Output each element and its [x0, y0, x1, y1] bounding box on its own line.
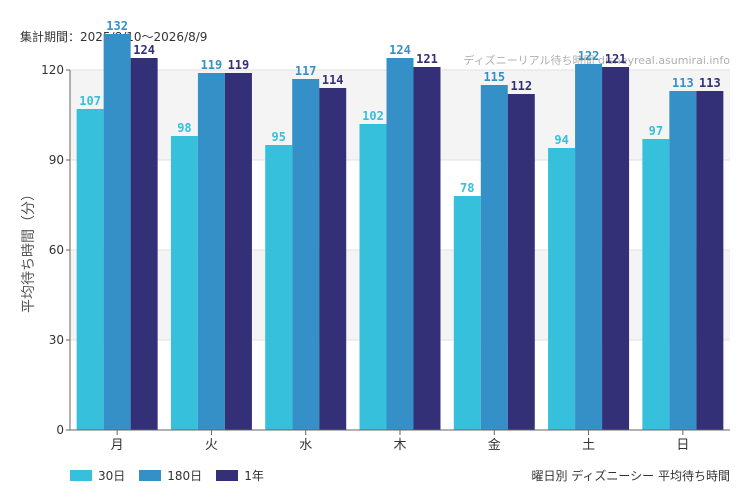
bar-value-label: 124 [133, 43, 155, 57]
bar-value-label: 119 [228, 58, 250, 72]
bar[interactable] [507, 94, 535, 430]
bar-value-label: 95 [271, 130, 285, 144]
legend: 30日 180日 1年 [70, 467, 264, 484]
y-tick-label: 120 [41, 63, 64, 77]
bar-value-label: 124 [389, 43, 411, 57]
bar[interactable] [130, 58, 158, 430]
x-tick-label: 火 [205, 438, 218, 453]
bar[interactable] [197, 73, 225, 430]
bar-value-label: 132 [106, 19, 128, 33]
legend-swatch [70, 470, 92, 481]
bar-series: 107 132 124 98 119 119 95 117 114 102 124 121 78 115 1… [76, 19, 724, 430]
legend-item-180d[interactable]: 180日 [139, 467, 202, 484]
bar[interactable] [696, 91, 724, 430]
bar[interactable] [480, 85, 508, 430]
y-axis-label: 平均待ち時間（分） [21, 187, 37, 313]
y-tick-label: 90 [49, 153, 64, 167]
bar[interactable] [669, 91, 697, 430]
x-tick-label: 金 [488, 437, 501, 453]
bar-value-label: 113 [699, 76, 721, 90]
chart-caption: 曜日別 ディズニーシー 平均待ち時間 [531, 469, 730, 483]
watermark: ディズニーリアル待ち時間 disneyreal.asumirai.info [463, 54, 730, 67]
bar-value-label: 122 [578, 49, 600, 63]
legend-item-1y[interactable]: 1年 [216, 467, 264, 484]
legend-swatch [216, 470, 239, 481]
bar[interactable] [642, 139, 670, 430]
bar-value-label: 114 [322, 73, 344, 87]
bar-value-label: 115 [483, 70, 505, 84]
bar-value-label: 113 [672, 76, 694, 90]
bar-value-label: 112 [510, 79, 532, 93]
bar[interactable] [575, 64, 603, 430]
bar[interactable] [265, 145, 293, 430]
bar-value-label: 119 [201, 58, 223, 72]
y-tick-label: 0 [56, 423, 64, 437]
legend-item-30d[interactable]: 30日 [70, 467, 125, 484]
bar-value-label: 98 [177, 121, 191, 135]
bar-value-label: 102 [362, 109, 384, 123]
legend-label: 180日 [167, 469, 203, 483]
x-tick-label: 土 [582, 438, 595, 453]
bar-value-label: 94 [554, 133, 568, 147]
bar[interactable] [292, 79, 320, 430]
bar[interactable] [224, 73, 252, 430]
bar[interactable] [548, 148, 576, 430]
bar-value-label: 117 [295, 64, 317, 78]
bar[interactable] [413, 67, 441, 430]
bar-value-label: 97 [649, 124, 663, 138]
bar[interactable] [103, 34, 131, 430]
x-tick-label: 水 [299, 438, 312, 453]
bar-value-label: 78 [460, 181, 474, 195]
bar[interactable] [76, 109, 104, 430]
x-axis: 月火水木金土日 [70, 429, 730, 453]
bar[interactable] [453, 196, 481, 430]
bar-value-label: 107 [79, 94, 101, 108]
bar[interactable] [359, 124, 387, 430]
legend-swatch [139, 470, 162, 481]
bar[interactable] [170, 136, 198, 430]
y-tick-label: 60 [49, 243, 64, 257]
x-tick-label: 木 [393, 438, 406, 453]
legend-label: 1年 [244, 469, 264, 483]
bar[interactable] [319, 88, 347, 430]
legend-label: 30日 [98, 469, 126, 483]
bar[interactable] [386, 58, 414, 430]
bar[interactable] [602, 67, 630, 430]
y-tick-label: 30 [49, 333, 64, 347]
x-tick-label: 月 [111, 438, 124, 453]
y-axis: 0 30 60 90 120 [41, 63, 71, 437]
bar-value-label: 121 [605, 52, 627, 66]
x-tick-label: 日 [676, 438, 689, 453]
bar-value-label: 121 [416, 52, 438, 66]
